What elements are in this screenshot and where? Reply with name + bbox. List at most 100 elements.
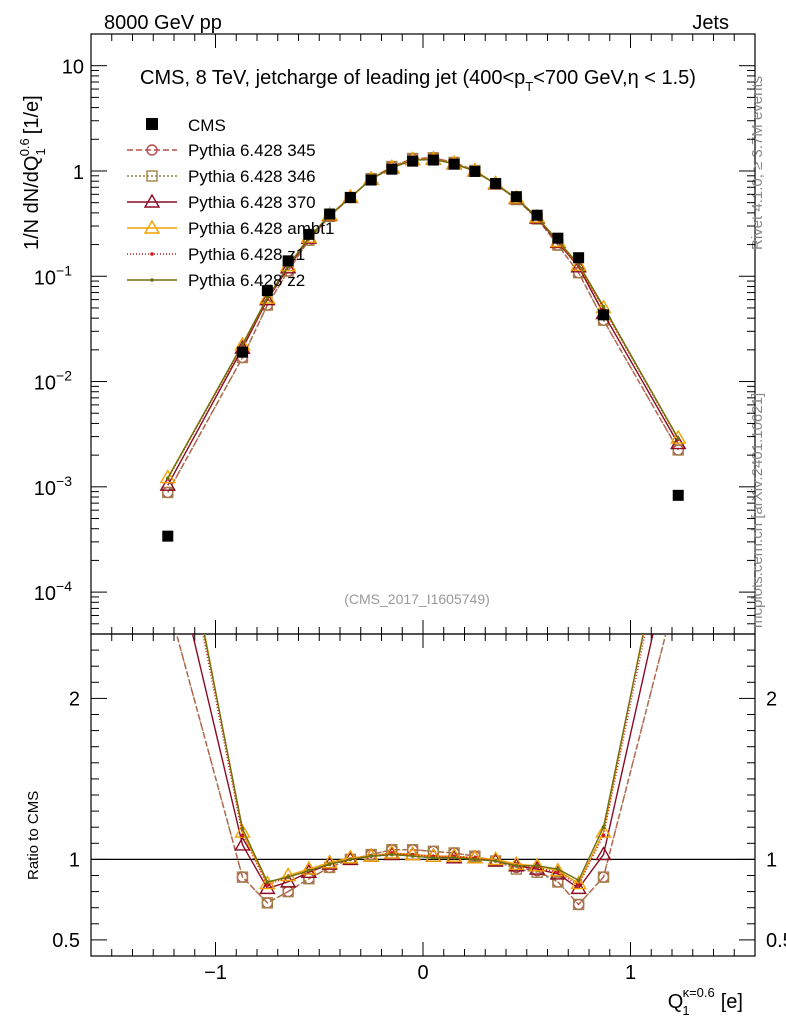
cms-data-point bbox=[162, 530, 174, 542]
cms-data-point bbox=[672, 489, 684, 501]
series-point-3 bbox=[159, 469, 176, 484]
ratio-point-5 bbox=[473, 857, 477, 862]
header-left: 8000 GeV pp bbox=[104, 12, 222, 34]
series-point-1 bbox=[672, 444, 684, 456]
cms-data-point bbox=[236, 346, 248, 358]
cms-data-point bbox=[324, 208, 336, 220]
ratio-point-2 bbox=[570, 879, 587, 895]
ratio-point-1 bbox=[572, 898, 585, 911]
x-tick-label: 0 bbox=[417, 962, 428, 984]
cms-data-point bbox=[386, 163, 398, 175]
series-point-2 bbox=[279, 259, 297, 274]
legend-label-5: Pythia 6.428 z2 bbox=[188, 271, 305, 290]
ratio-point-2 bbox=[671, 514, 685, 526]
ratio-point-5 bbox=[556, 867, 560, 871]
ratio-point-1 bbox=[673, 581, 683, 591]
cms-data-point bbox=[303, 228, 315, 240]
ratio-point-5 bbox=[307, 868, 311, 873]
ratio-point-5 bbox=[676, 463, 680, 467]
cms-data-point bbox=[282, 255, 294, 267]
ratio-point-3 bbox=[383, 844, 401, 859]
ratio-y-axis-label: Ratio to CMS bbox=[25, 791, 42, 880]
ratio-point-5 bbox=[493, 859, 498, 863]
ratio-point-3 bbox=[487, 851, 504, 866]
ratio-point-5 bbox=[348, 857, 353, 862]
ratio-point-1 bbox=[236, 871, 249, 883]
y-tick-label: 10 bbox=[62, 57, 84, 79]
legend-marker-1 bbox=[146, 170, 158, 182]
series-point-5 bbox=[265, 295, 270, 300]
ratio-point-4 bbox=[601, 833, 606, 838]
chart-title: CMS, 8 TeV, jetcharge of leading jet (40… bbox=[140, 67, 696, 94]
legend-label-4: Pythia 6.428 z1 bbox=[188, 245, 305, 264]
ratio-point-2 bbox=[595, 846, 612, 861]
header-right: Jets bbox=[692, 12, 729, 34]
ratio-point-3 bbox=[321, 854, 338, 869]
y-tick-label: 10−3 bbox=[34, 473, 72, 500]
legend-marker-2 bbox=[143, 193, 161, 208]
cms-data-point bbox=[573, 252, 585, 264]
legend-label-cms: CMS bbox=[188, 116, 226, 135]
y-tick-label: 10−2 bbox=[34, 368, 72, 395]
ratio-tick-label-right: 0.5 bbox=[766, 930, 786, 952]
legend-label-0: Pythia 6.428 345 bbox=[188, 141, 316, 160]
ratio-point-3 bbox=[300, 860, 318, 875]
ratio-point-1 bbox=[163, 597, 173, 607]
ratio-point-5 bbox=[166, 447, 170, 451]
ratio-tick-label: 0.5 bbox=[52, 930, 80, 952]
x-tick-label: −1 bbox=[204, 962, 227, 984]
ratio-point-3 bbox=[161, 434, 175, 446]
cms-data-point bbox=[598, 309, 610, 321]
series-point-3 bbox=[670, 429, 687, 444]
series-point-5 bbox=[601, 304, 606, 309]
axis-ticks: −1 0 1 10−4 10−3 10−2 10−1 1 10 0.5 0.5 1 1 2 2 bbox=[34, 33, 786, 984]
cms-data-point bbox=[407, 155, 419, 167]
ratio-point-1 bbox=[261, 897, 274, 909]
ratio-point-5 bbox=[369, 854, 373, 858]
legend-label-3: Pythia 6.428 ambt1 bbox=[188, 219, 334, 238]
ratio-point-3 bbox=[466, 849, 484, 864]
ratio-point-5 bbox=[390, 852, 394, 857]
cms-data-point bbox=[427, 154, 439, 166]
cms-data-point bbox=[531, 209, 543, 221]
legend: CMS Pythia 6.428 345 Pythia 6.428 346 Pythi… bbox=[127, 116, 334, 290]
cms-data-point bbox=[490, 178, 502, 190]
series-point-5 bbox=[165, 476, 170, 481]
ratio-point-5 bbox=[410, 854, 415, 858]
y-axis-label: 1/N dN/dQ10.6[1/e] bbox=[17, 95, 48, 250]
ratio-point-1 bbox=[597, 871, 610, 883]
x-axis-label: Q1κ=0.6 [e] bbox=[668, 985, 743, 1018]
ratio-point-4 bbox=[676, 471, 680, 475]
cms-data-point bbox=[365, 174, 377, 186]
ratio-point-5 bbox=[286, 875, 290, 879]
series-point-2 bbox=[159, 476, 176, 491]
analysis-tag: (CMS_2017_I1605749) bbox=[344, 591, 490, 607]
cms-data-point bbox=[448, 158, 460, 170]
legend-marker-5 bbox=[150, 278, 154, 282]
ratio-point-4 bbox=[166, 455, 170, 459]
series-point-5 bbox=[240, 342, 245, 347]
ratio-point-3 bbox=[259, 875, 276, 890]
series-line-1 bbox=[167, 157, 679, 493]
ratio-point-4 bbox=[556, 870, 560, 875]
side-label-rivet: Rivet 4.1.0, ≥ 3.7M events bbox=[749, 76, 766, 250]
cms-data-point bbox=[261, 285, 273, 297]
cms-data-point bbox=[552, 232, 564, 244]
ratio-point-3 bbox=[404, 846, 421, 861]
series-point-2 bbox=[570, 258, 587, 273]
ratio-point-0 bbox=[163, 597, 173, 607]
ratio-point-3 bbox=[445, 847, 463, 862]
legend-marker-cms bbox=[146, 118, 158, 130]
ratio-point-5 bbox=[601, 825, 606, 829]
cms-data-point bbox=[344, 191, 356, 203]
ratio-point-5 bbox=[265, 880, 270, 884]
side-label-mcplots: mcplots.cern.ch [arXiv:2401.10621] bbox=[749, 393, 766, 628]
ratio-point-3 bbox=[342, 849, 359, 864]
ratio-point-2 bbox=[234, 836, 251, 851]
series-point-5 bbox=[676, 436, 681, 441]
ratio-point-2 bbox=[259, 879, 276, 895]
ratio-point-5 bbox=[327, 862, 332, 867]
series-point-3 bbox=[570, 256, 587, 271]
ratio-point-4 bbox=[576, 883, 581, 887]
y-tick-label: 10−4 bbox=[34, 578, 72, 605]
